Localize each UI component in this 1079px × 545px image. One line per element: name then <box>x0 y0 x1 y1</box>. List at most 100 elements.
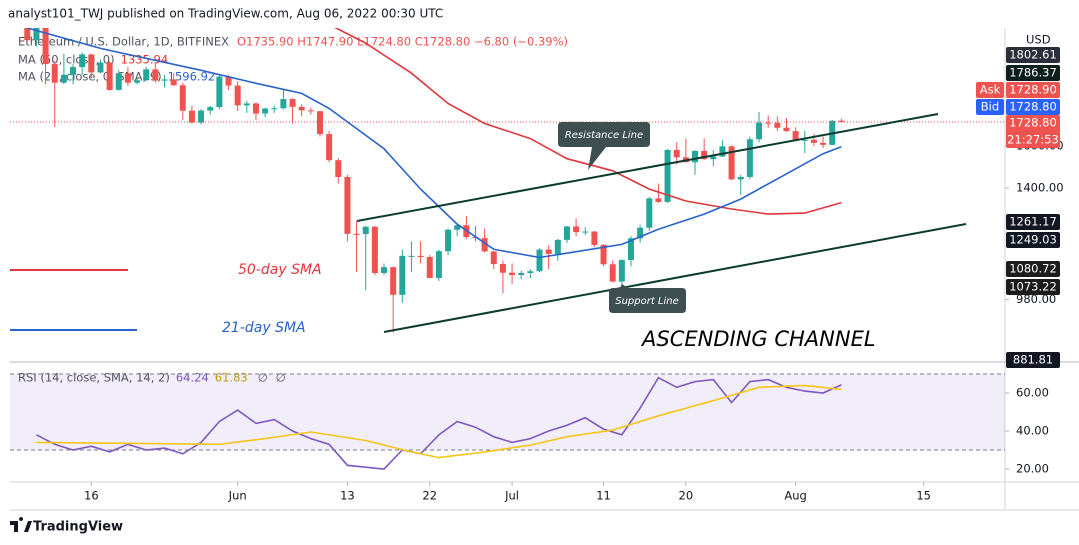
symbol-title: Ethereum / U.S. Dollar, 1D, BITFINEX <box>18 35 229 49</box>
candle-body <box>362 226 369 235</box>
candle-body <box>252 103 259 114</box>
sma21-annotation: 21-day SMA <box>222 320 306 336</box>
support-label: Support Line <box>615 296 679 307</box>
candle-body <box>280 99 287 109</box>
candle-body <box>692 150 699 163</box>
price-label-text: 1073.22 <box>1009 280 1057 294</box>
current-price-text: 1728.80 <box>1009 116 1057 130</box>
series-line <box>27 28 842 259</box>
candle-body <box>563 226 570 240</box>
ask-name-box <box>976 82 1004 98</box>
candle-body <box>783 127 790 132</box>
current-price-box <box>1006 115 1060 148</box>
candle-body <box>536 249 543 272</box>
price-label-box <box>1006 279 1060 295</box>
bid-price-box <box>1006 99 1060 115</box>
y-tick-label: 1400.00 <box>1016 180 1064 194</box>
candle-body <box>518 272 525 276</box>
ask-price-text: 1728.90 <box>1009 83 1057 97</box>
y-tick-label: 20.00 <box>1016 462 1049 476</box>
series-line <box>36 384 842 459</box>
price-label-text: 1249.03 <box>1009 233 1057 247</box>
candle-body <box>426 256 433 279</box>
candle-body <box>399 255 406 295</box>
candle-body <box>435 251 442 279</box>
candle-body <box>289 99 296 107</box>
candle-body <box>316 111 323 135</box>
rsi-panel <box>10 373 1005 470</box>
candle-body <box>207 107 214 111</box>
price-panel <box>10 28 1005 333</box>
candle-body <box>774 122 781 128</box>
null-symbol: ∅ <box>276 371 286 385</box>
y-tick-label: 40.00 <box>1016 424 1049 438</box>
candle-body <box>381 267 388 273</box>
candle-body <box>646 198 653 228</box>
candle-body <box>820 142 827 145</box>
price-label-text: 1802.61 <box>1009 48 1057 62</box>
sma50-annotation: 50-day SMA <box>238 262 322 278</box>
candle-body <box>326 134 333 161</box>
candle-body <box>97 62 104 73</box>
price-label-box <box>1006 352 1060 368</box>
candle-body <box>24 28 31 41</box>
candle-body <box>198 110 205 123</box>
bid-price-text: 1728.80 <box>1009 100 1057 114</box>
candle-body <box>600 244 607 265</box>
ask-name: Ask <box>980 83 1001 97</box>
candle-body <box>664 149 671 202</box>
candle-body <box>79 54 86 68</box>
x-tick-label: Aug <box>784 489 806 503</box>
candle-body <box>490 251 497 265</box>
x-tick-label: 22 <box>422 489 437 503</box>
candle-body <box>792 131 799 141</box>
price-label-text: 1080.72 <box>1009 262 1057 276</box>
candle-body <box>298 106 305 111</box>
candle-body <box>106 62 113 90</box>
candle-body <box>710 156 717 160</box>
logo-icon <box>10 517 32 532</box>
candle-body <box>179 85 186 111</box>
series-line <box>36 376 842 470</box>
publish-header: analyst101_TWJ published on TradingView.… <box>8 7 443 21</box>
candle-body <box>810 139 817 143</box>
support-trendline <box>383 223 967 333</box>
null-symbol: ∅ <box>258 371 268 385</box>
drawings: Resistance Line Support Line 50-day SMA … <box>10 113 967 351</box>
y-tick-label: 980.00 <box>1016 292 1056 306</box>
candle-body <box>152 69 159 81</box>
x-tick-label: 13 <box>340 489 355 503</box>
candle-body <box>756 122 763 140</box>
candle-body <box>143 69 150 81</box>
candle-body <box>728 146 735 180</box>
candle-body <box>701 150 708 160</box>
candle-body <box>618 260 625 282</box>
ohlc-values: O1735.90 H1747.90 L1724.80 C1728.80 −6.8… <box>237 35 568 49</box>
ask-price-box <box>1006 82 1060 98</box>
candle-body <box>637 227 644 239</box>
price-label-text: 1786.37 <box>1009 66 1057 80</box>
candle-body <box>573 226 580 233</box>
price-label-box <box>1006 65 1060 81</box>
price-label-box <box>1006 232 1060 248</box>
candle-body <box>390 267 397 295</box>
candle-body <box>408 255 415 257</box>
candle-body <box>262 108 269 114</box>
candle-body <box>545 249 552 254</box>
candle-body <box>188 110 195 123</box>
candle-body <box>33 28 40 41</box>
bid-name: Bid <box>981 100 999 114</box>
price-label-box <box>1006 47 1060 63</box>
candle-body <box>115 73 122 90</box>
candle-body <box>445 229 452 252</box>
axes: 980.001400.001600.001802.611786.371261.1… <box>84 47 1064 503</box>
resistance-trendline <box>356 113 939 222</box>
candle-body <box>371 226 378 273</box>
x-tick-label: 20 <box>679 489 694 503</box>
candle-body <box>70 67 77 75</box>
x-tick-label: Jun <box>228 489 247 503</box>
channel-annotation: ASCENDING CHANNEL <box>640 327 876 351</box>
candle-body <box>554 239 561 254</box>
tradingview-logo <box>10 517 32 532</box>
